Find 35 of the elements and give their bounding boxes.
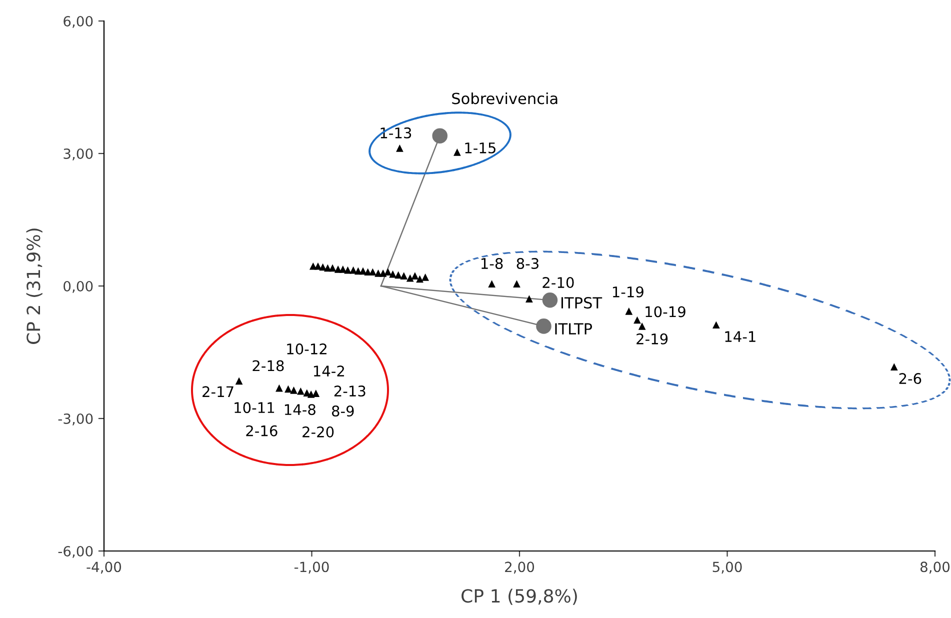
annotation: 14-1 [725,331,756,342]
annotation: 2-13 [334,386,366,397]
annotation: 8-9 [332,406,354,417]
x-tick-label: -1,00 [294,562,329,574]
annotation: 8-3 [516,258,538,270]
annotation: 2-20 [302,426,334,438]
annotation: 2-16 [246,425,278,436]
x-axis-title: CP 1 (59,8%) [462,588,577,605]
series-label: ITLTP [555,323,592,334]
x-tick-label: -4,00 [86,562,122,574]
y-tick-label: 0,00 [64,280,93,293]
x-tick-label: 2,00 [505,562,534,574]
y-tick-label: -6,00 [58,546,93,558]
y-tick-label: 3,00 [64,148,93,160]
series-label: Sobrevivencia [452,92,558,104]
annotation: 10-19 [646,306,686,318]
annotation: 2-18 [252,360,284,372]
annotation: 10-11 [234,402,274,414]
series-label: ITPST [561,297,602,309]
annotation: 2-10 [542,277,574,288]
annotation: 2-19 [636,333,668,344]
annotation: 14-2 [314,366,344,376]
annotation: 2-17 [202,386,234,397]
annotation: 10-12 [287,343,326,354]
annotation: 1-19 [612,286,644,298]
annotation: 14-8 [284,404,316,416]
y-tick-label: 6,00 [64,16,93,28]
annotation: 1-8 [481,258,503,270]
annotation: 1-13 [380,127,412,138]
y-tick-label: -3,00 [58,413,93,426]
annotation: 2-6 [899,373,922,384]
annotation: 1-15 [465,142,496,154]
x-tick-label: 8,00 [920,562,950,574]
y-axis-title: CP 2 (31,9%) [26,228,42,344]
x-tick-label: 5,00 [712,562,742,574]
